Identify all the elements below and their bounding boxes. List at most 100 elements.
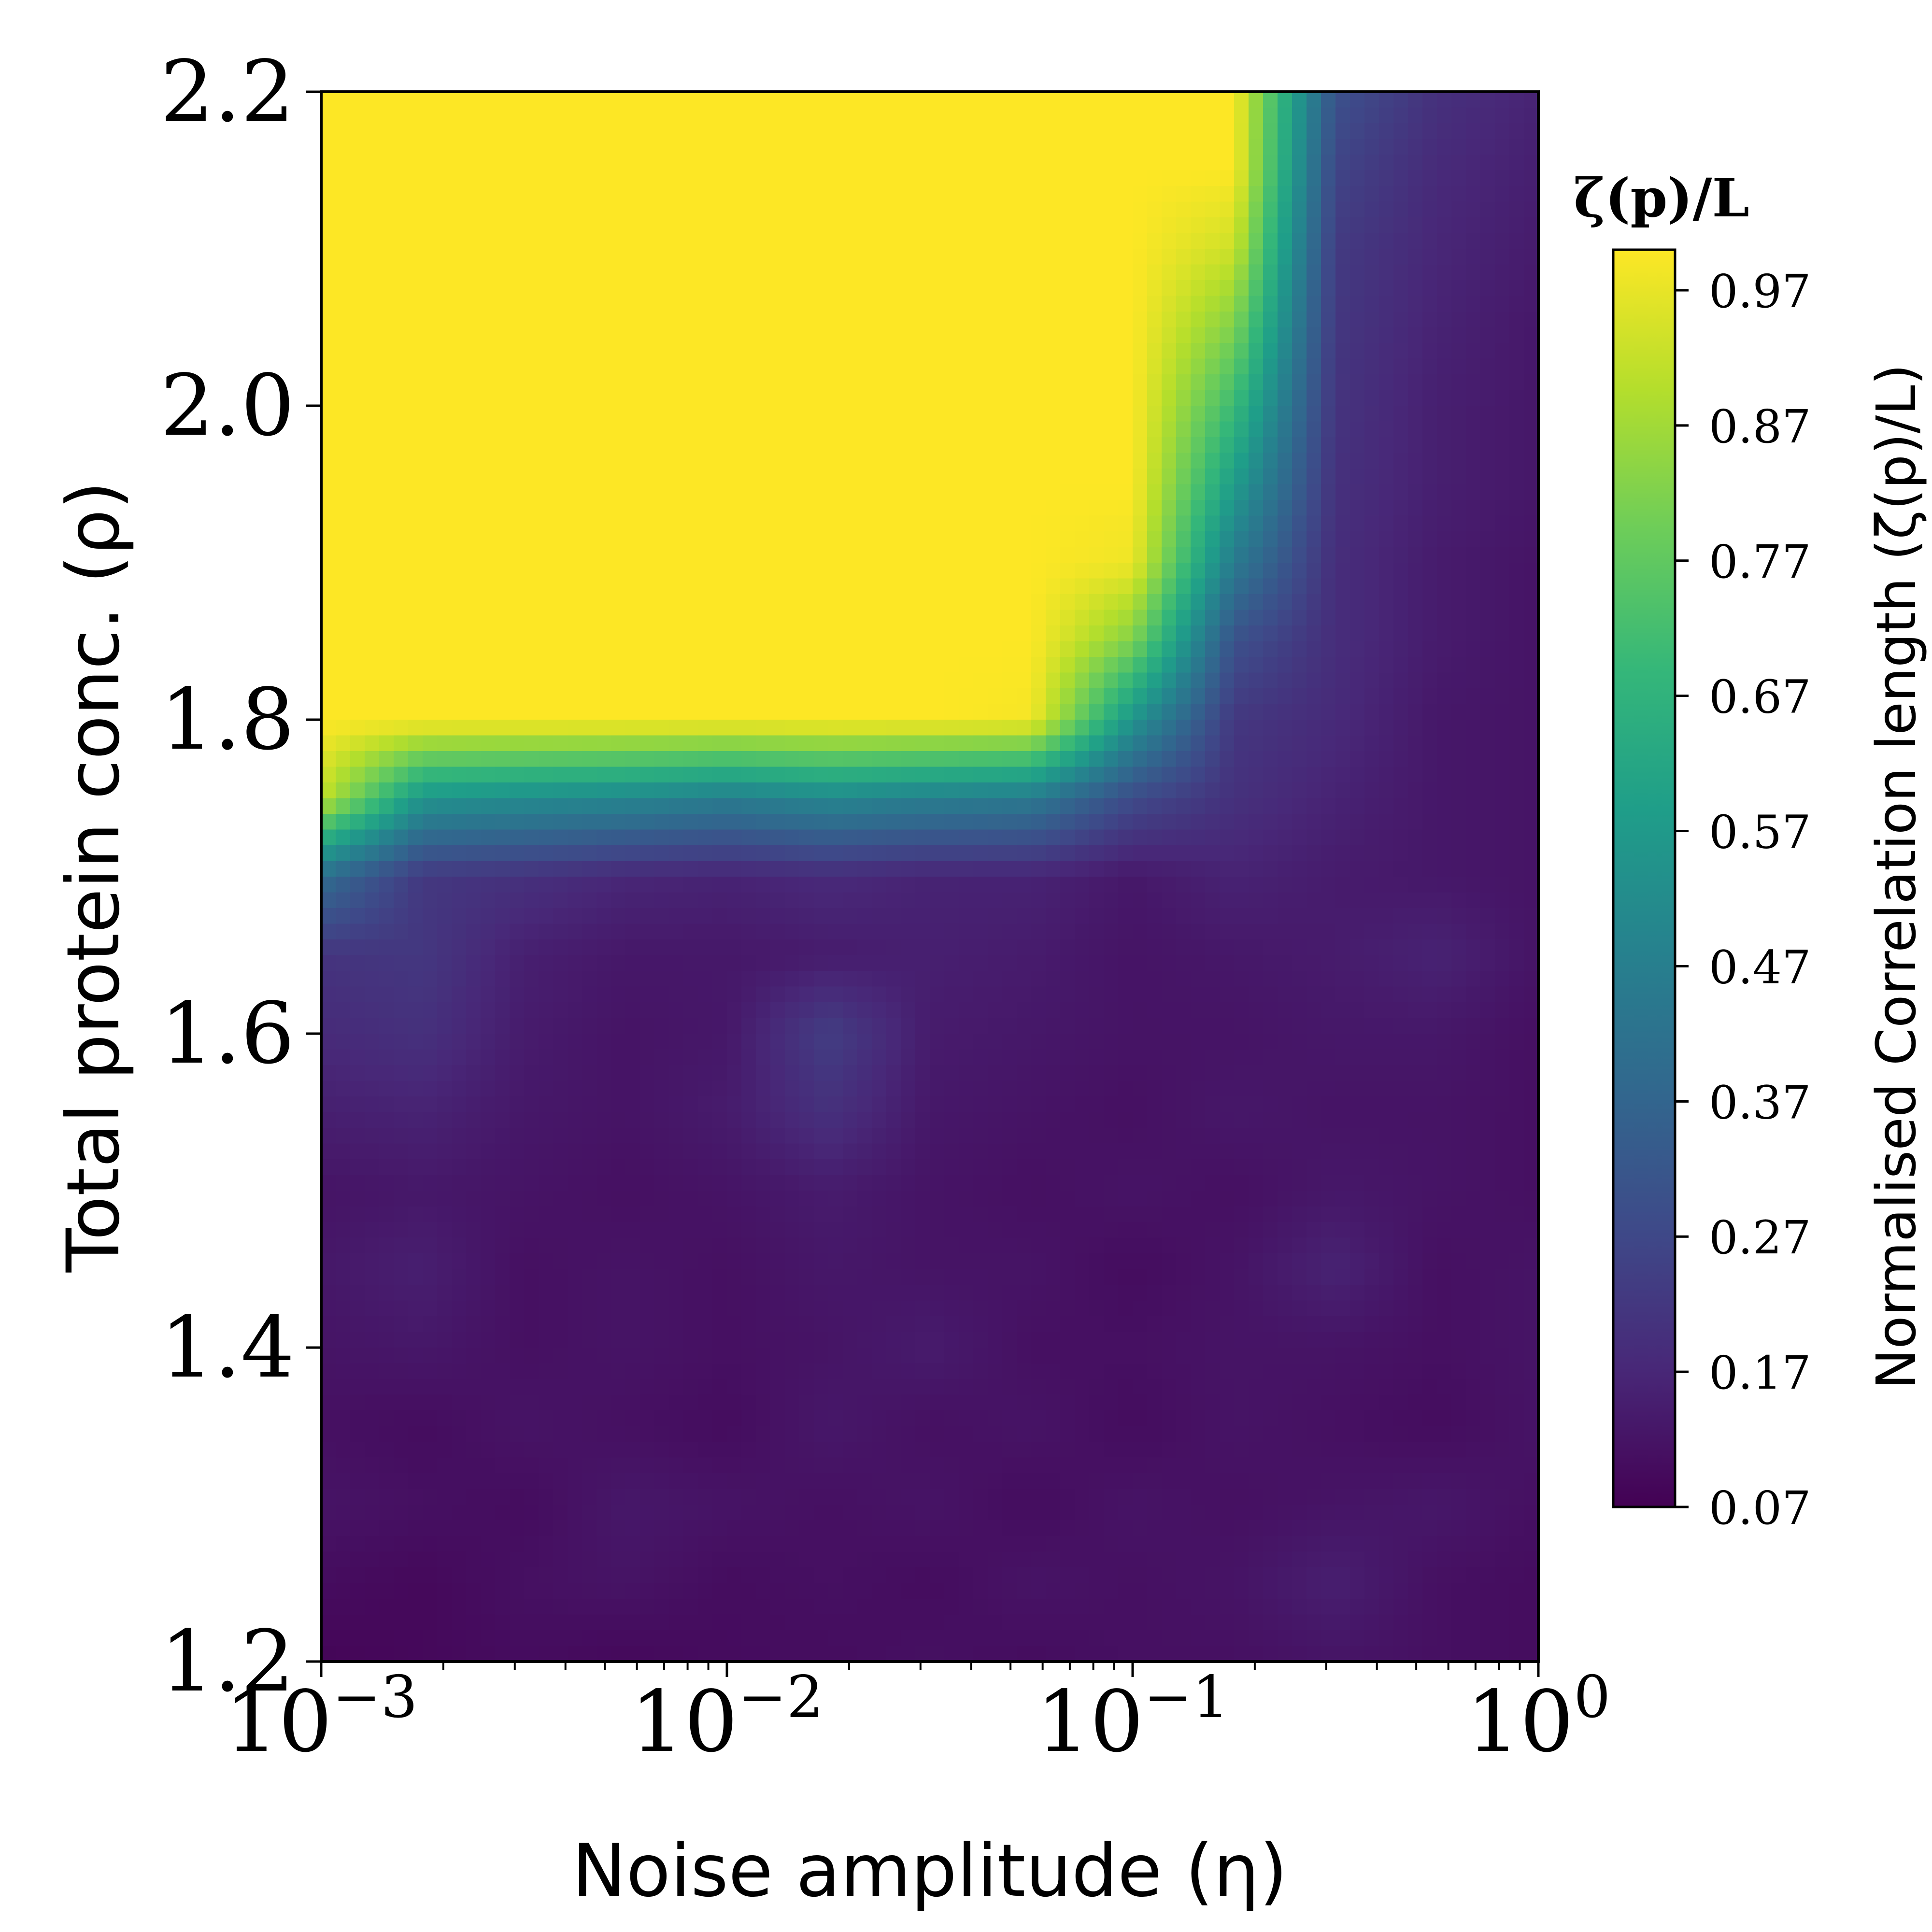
heatmap-cell — [712, 877, 727, 893]
heatmap-cell — [321, 923, 336, 940]
heatmap-cell — [683, 735, 698, 752]
heatmap-cell — [1524, 484, 1538, 500]
heatmap-cell — [814, 312, 829, 328]
heatmap-cell — [394, 955, 409, 971]
heatmap-cell — [901, 264, 916, 281]
heatmap-cell — [1321, 374, 1336, 391]
heatmap-cell — [1437, 437, 1452, 454]
heatmap-cell — [1089, 107, 1104, 124]
heatmap-cell — [901, 547, 916, 563]
heatmap-cell — [1408, 1002, 1423, 1019]
heatmap-cell — [930, 201, 945, 218]
heatmap-cell — [959, 217, 974, 234]
heatmap-cell — [1060, 123, 1075, 140]
heatmap-cell — [712, 296, 727, 312]
heatmap-cell — [654, 170, 669, 186]
heatmap-cell — [1162, 358, 1177, 375]
heatmap-cell — [1480, 437, 1495, 454]
heatmap-cell — [1060, 782, 1075, 799]
heatmap-cell — [1509, 782, 1524, 799]
heatmap-cell — [1031, 343, 1046, 359]
heatmap-cell — [915, 798, 930, 814]
heatmap-cell — [321, 92, 336, 108]
heatmap-cell — [828, 358, 843, 375]
heatmap-cell — [350, 625, 365, 642]
heatmap-cell — [1147, 312, 1162, 328]
heatmap-cell — [872, 767, 887, 783]
heatmap-cell — [394, 484, 409, 500]
heatmap-cell — [1075, 672, 1090, 689]
heatmap-cell — [1220, 217, 1235, 234]
heatmap-cell — [640, 767, 655, 783]
heatmap-cell — [1002, 986, 1017, 1003]
heatmap-cell — [1437, 107, 1452, 124]
heatmap-cell — [1263, 877, 1278, 893]
heatmap-cell — [1002, 201, 1017, 218]
heatmap-cell — [741, 186, 756, 202]
heatmap-cell — [408, 155, 423, 171]
heatmap-cell — [1307, 563, 1321, 579]
heatmap-cell — [1307, 186, 1321, 202]
heatmap-cell — [568, 327, 582, 343]
heatmap-cell — [770, 406, 785, 422]
heatmap-cell — [915, 312, 930, 328]
heatmap-cell — [611, 814, 626, 830]
heatmap-cell — [1176, 955, 1191, 971]
heatmap-cell — [1509, 939, 1524, 956]
heatmap-cell — [944, 547, 959, 563]
heatmap-cell — [669, 578, 684, 595]
heatmap-cell — [1480, 610, 1495, 626]
heatmap-cell — [1060, 312, 1075, 328]
heatmap-cell — [336, 343, 351, 359]
heatmap-cell — [611, 735, 626, 752]
heatmap-cell — [321, 971, 336, 987]
heatmap-cell — [1249, 515, 1264, 532]
heatmap-cell — [423, 1002, 438, 1019]
heatmap-cell — [1075, 123, 1090, 140]
heatmap-cell — [1162, 704, 1177, 720]
heatmap-cell — [1104, 798, 1119, 814]
heatmap-cell — [1249, 296, 1264, 312]
heatmap-cell — [553, 170, 568, 186]
heatmap-cell — [1031, 720, 1046, 736]
heatmap-cell — [872, 892, 887, 909]
heatmap-cell — [1249, 877, 1264, 893]
heatmap-cell — [1060, 296, 1075, 312]
heatmap-cell — [1307, 704, 1321, 720]
heatmap-cell — [1509, 971, 1524, 987]
heatmap-cell — [1205, 249, 1220, 265]
heatmap-cell — [930, 923, 945, 940]
heatmap-cell — [901, 453, 916, 469]
heatmap-cell — [1249, 578, 1264, 595]
heatmap-cell — [466, 908, 481, 924]
heatmap-cell — [901, 782, 916, 799]
heatmap-cell — [1104, 861, 1119, 877]
heatmap-cell — [1437, 751, 1452, 767]
heatmap-cell — [654, 578, 669, 595]
heatmap-cell — [466, 955, 481, 971]
heatmap-cell — [321, 201, 336, 218]
heatmap-cell — [959, 406, 974, 422]
heatmap-cell — [669, 343, 684, 359]
heatmap-cell — [1046, 453, 1061, 469]
heatmap-cell — [1466, 217, 1481, 234]
heatmap-cell — [988, 625, 1003, 642]
heatmap-cell — [712, 688, 727, 705]
heatmap-cell — [1335, 971, 1350, 987]
heatmap-cell — [1133, 437, 1148, 454]
heatmap-cell — [1002, 908, 1017, 924]
heatmap-cell — [1278, 390, 1293, 406]
heatmap-cell — [799, 986, 814, 1003]
heatmap-cell — [1393, 594, 1408, 611]
heatmap-cell — [756, 1002, 771, 1019]
heatmap-cell — [350, 939, 365, 956]
heatmap-cell — [437, 829, 452, 846]
heatmap-cell — [1017, 720, 1032, 736]
heatmap-cell — [1437, 1002, 1452, 1019]
heatmap-cell — [683, 139, 698, 155]
heatmap-cell — [1205, 877, 1220, 893]
heatmap-cell — [1249, 327, 1264, 343]
heatmap-cell — [1350, 625, 1365, 642]
heatmap-cell — [1379, 421, 1394, 438]
heatmap-cell — [1205, 955, 1220, 971]
